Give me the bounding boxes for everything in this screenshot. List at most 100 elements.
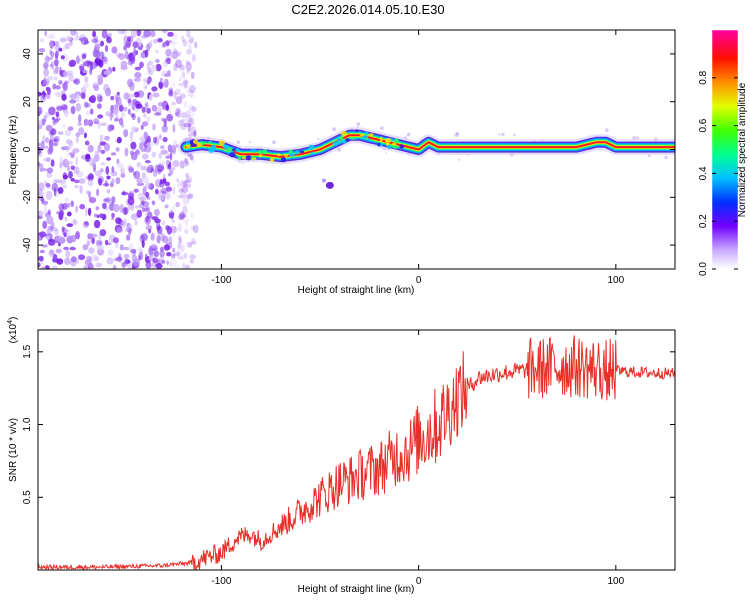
speckle-dot <box>62 158 70 168</box>
speckle-dot <box>91 254 98 262</box>
speckle-dot <box>112 66 116 72</box>
speckle-dot <box>102 183 110 187</box>
speckle-dot <box>85 110 90 116</box>
speckle-dot <box>131 265 136 269</box>
speckle-dot <box>134 66 142 71</box>
ridge-blob <box>332 141 340 146</box>
speckle-dot <box>180 214 187 218</box>
speckle-dot <box>106 257 114 265</box>
speckle-dot <box>181 186 189 194</box>
speckle-dot <box>162 235 169 244</box>
speckle-dot <box>191 238 196 245</box>
speckle-dot <box>501 132 505 137</box>
speckle-dot <box>86 241 90 247</box>
speckle-dot <box>98 51 104 59</box>
speckle-dot <box>96 188 100 197</box>
speckle-dot <box>126 222 131 229</box>
speckle-dot <box>163 118 167 127</box>
speckle-dot <box>380 126 384 130</box>
speckle-dot <box>185 219 189 228</box>
speckle-dot <box>99 168 104 173</box>
speckle-dot <box>112 264 117 269</box>
y-tick-label: 20 <box>22 96 33 108</box>
speckle-dot <box>58 242 61 247</box>
speckle-dot <box>129 248 137 254</box>
speckle-dot <box>182 39 187 47</box>
speckle-dot <box>75 136 79 144</box>
ridge-blob <box>310 151 315 155</box>
speckle-dot <box>70 106 76 115</box>
speckle-dot <box>123 92 129 100</box>
ridge-blob <box>200 140 206 146</box>
speckle-dot <box>40 168 48 172</box>
speckle-dot <box>173 91 177 100</box>
speckle-dot <box>42 93 46 98</box>
speckle-dot <box>176 178 179 182</box>
speckle-dot <box>169 261 173 268</box>
speckle-dot <box>75 205 79 214</box>
speckle-dot <box>174 49 178 55</box>
speckle-dot <box>187 242 193 248</box>
speckle-dot <box>47 209 51 215</box>
speckle-dot <box>75 103 82 112</box>
speckle-dot <box>158 153 162 159</box>
speckle-dot <box>172 48 178 55</box>
speckle-dot <box>191 54 196 63</box>
colorbar-ticks: 0.0 0.2 0.4 0.6 0.8 <box>698 70 738 276</box>
speckle-dot <box>137 255 142 261</box>
speckle-dot <box>38 91 42 97</box>
ridge-blob <box>377 142 381 147</box>
speckle-dot <box>88 263 94 269</box>
speckle-dot <box>75 31 79 37</box>
speckle-dot <box>46 56 54 61</box>
speckle-dot <box>59 37 67 43</box>
speckle-dot <box>83 220 89 225</box>
speckle-dot <box>93 154 100 162</box>
speckle-dot <box>164 204 169 209</box>
speckle-dot <box>78 254 86 261</box>
ridge-blob <box>359 133 365 137</box>
ridge-blob <box>299 150 305 154</box>
speckle-dot <box>119 244 124 251</box>
speckle-dot <box>53 58 61 68</box>
speckle-dot <box>123 253 130 259</box>
spectrogram-y-label: Frequency (Hz) <box>8 116 19 185</box>
speckle-dot <box>143 30 151 38</box>
speckle-dot <box>147 164 155 173</box>
speckle-dot <box>59 179 66 185</box>
speckle-dot <box>62 44 66 52</box>
speckle-dot <box>48 106 56 116</box>
speckle-dot <box>88 172 94 181</box>
speckle-dot <box>120 64 128 71</box>
speckle-dot <box>146 78 151 85</box>
speckle-dot <box>167 31 174 37</box>
speckle-dot <box>45 182 51 188</box>
speckle-dot <box>79 65 85 71</box>
speckle-dot <box>50 32 56 40</box>
speckle-dot <box>164 73 171 77</box>
speckle-dot <box>172 186 176 195</box>
speckle-dot <box>144 160 151 164</box>
speckle-dot <box>137 246 141 253</box>
speckle-dot <box>182 218 190 223</box>
ridge-blob <box>379 136 383 142</box>
speckle-dot <box>145 191 150 198</box>
speckle-dot <box>130 141 137 150</box>
speckle-dot <box>248 141 251 144</box>
speckle-dot <box>142 153 149 160</box>
spectral-ridge <box>177 127 675 165</box>
speckle-dot <box>142 82 148 92</box>
speckle-dot <box>146 107 151 114</box>
speckle-dot <box>55 248 62 254</box>
speckle-dot <box>177 179 181 189</box>
speckle-dot <box>185 61 192 72</box>
speckle-dot <box>97 103 102 109</box>
y-tick-label: 40 <box>22 48 33 60</box>
speckle-dot <box>79 185 83 194</box>
speckle-dot <box>95 206 100 211</box>
speckle-dot <box>163 78 169 88</box>
speckle-dot <box>187 123 191 132</box>
speckle-dot <box>69 246 76 251</box>
speckle-dot <box>104 179 108 187</box>
speckle-dot <box>183 78 188 83</box>
